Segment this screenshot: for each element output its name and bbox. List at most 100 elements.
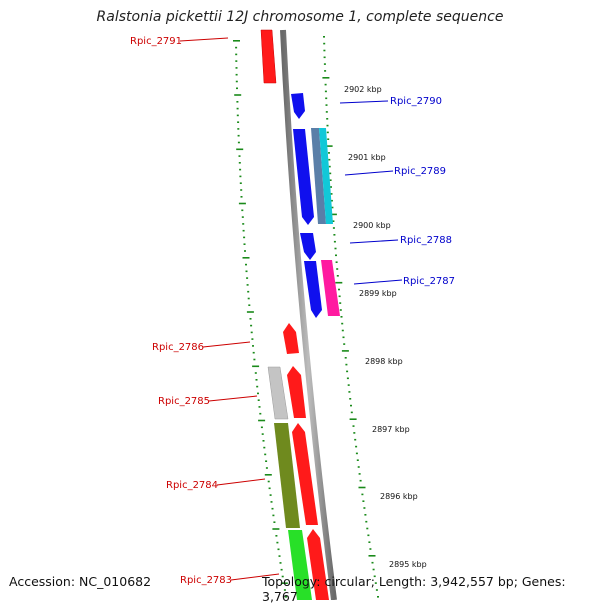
- grey-feature[interactable]: [267, 366, 289, 420]
- tick-mark: [252, 365, 260, 368]
- tick-mark: [235, 46, 238, 49]
- tick-mark: [326, 124, 329, 127]
- tick-mark: [346, 370, 349, 373]
- tick-mark: [240, 189, 243, 191]
- accession-text: Accession: NC_010682: [9, 574, 152, 589]
- cyan-feature[interactable]: [319, 128, 333, 224]
- tick-mark: [236, 148, 244, 151]
- gene-rpic-2785[interactable]: [287, 366, 306, 418]
- tick-mark: [283, 589, 286, 591]
- tick-mark: [343, 343, 346, 345]
- tick-mark: [247, 290, 250, 293]
- tick-mark: [341, 350, 349, 352]
- gene-rpic-2787[interactable]: [321, 260, 340, 316]
- tick-mark: [249, 318, 252, 320]
- kbp-label: 2896 kbp: [380, 492, 418, 501]
- tick-mark: [327, 138, 330, 140]
- tick-mark: [339, 302, 342, 304]
- steelblue-feature[interactable]: [311, 128, 326, 224]
- tick-mark: [238, 202, 246, 205]
- tick-mark: [377, 596, 379, 598]
- tick-mark: [348, 391, 351, 393]
- tick-mark: [243, 243, 246, 245]
- tick-mark: [323, 36, 325, 38]
- green-feature[interactable]: [288, 530, 312, 600]
- right-tick-ring: [322, 36, 379, 598]
- tick-mark: [258, 406, 261, 408]
- tick-mark: [335, 281, 343, 284]
- tick-mark: [256, 385, 259, 388]
- tick-mark: [335, 254, 337, 257]
- tick-mark: [334, 247, 337, 250]
- tick-mark: [342, 336, 345, 339]
- tick-mark: [349, 418, 357, 420]
- left-tick-ring: [233, 40, 288, 598]
- tick-mark: [285, 596, 287, 598]
- tick-mark: [257, 392, 259, 395]
- tick-mark: [355, 445, 358, 448]
- tick-mark: [235, 67, 238, 69]
- tick-mark: [259, 412, 262, 415]
- tick-mark: [341, 322, 344, 325]
- tick-mark: [326, 118, 329, 120]
- olive-feature[interactable]: [274, 423, 300, 528]
- tick-mark: [373, 575, 376, 578]
- tick-mark: [269, 494, 272, 496]
- tick-mark: [352, 425, 355, 427]
- label-rpic-2788: Rpic_2788: [400, 235, 452, 246]
- tick-mark: [252, 345, 254, 347]
- tick-mark: [277, 548, 280, 551]
- gene-rpic-2788[interactable]: [300, 233, 316, 260]
- gene-rpic-2783[interactable]: [307, 529, 329, 600]
- tick-mark: [339, 309, 342, 311]
- tick-mark: [245, 270, 248, 273]
- tick-mark: [235, 53, 238, 56]
- map-title: Ralstonia pickettii 12J chromosome 1, co…: [96, 9, 504, 25]
- tick-mark: [353, 432, 356, 434]
- tick-mark: [332, 227, 335, 229]
- tick-mark: [350, 411, 353, 414]
- tick-mark: [323, 42, 326, 45]
- tick-mark: [344, 357, 347, 359]
- label-rpic-2790: Rpic_2790: [390, 96, 442, 107]
- tick-mark: [258, 419, 266, 422]
- tick-mark: [331, 206, 334, 209]
- tick-mark: [245, 263, 247, 266]
- tick-mark: [324, 90, 327, 93]
- tick-mark: [330, 199, 333, 202]
- tick-mark: [238, 155, 241, 157]
- tick-mark: [333, 240, 336, 243]
- tick-mark: [250, 331, 253, 334]
- tick-mark: [241, 209, 244, 212]
- tick-mark: [248, 304, 251, 306]
- tick-mark: [237, 121, 240, 123]
- tick-mark: [349, 398, 352, 400]
- gene-rpic-2786[interactable]: [283, 323, 299, 354]
- tick-mark: [355, 452, 358, 455]
- tick-mark: [346, 377, 349, 380]
- gene-rpic-2790[interactable]: [291, 93, 305, 119]
- tick-mark: [243, 236, 246, 239]
- kbp-label: 2895 kbp: [389, 560, 427, 569]
- tick-mark: [330, 186, 332, 188]
- tick-mark: [264, 453, 267, 456]
- tick-mark: [328, 152, 330, 154]
- gene-rpic-2791[interactable]: [260, 29, 277, 84]
- tick-mark: [341, 329, 344, 332]
- gene-rpic-2789[interactable]: [293, 129, 314, 225]
- tick-mark: [265, 467, 268, 469]
- kbp-label: 2899 kbp: [359, 289, 397, 298]
- tick-mark: [371, 561, 374, 564]
- gene-rpic-2788b[interactable]: [304, 261, 322, 318]
- tick-mark: [272, 528, 280, 530]
- tick-mark: [237, 128, 240, 130]
- tick-mark: [336, 268, 339, 270]
- tick-mark: [338, 288, 340, 291]
- tick-mark: [272, 514, 275, 517]
- tick-mark: [329, 179, 332, 181]
- tick-mark: [242, 229, 245, 232]
- gene-rpic-2784[interactable]: [292, 423, 318, 525]
- label-rpic-2783: Rpic_2783: [180, 575, 232, 586]
- label-rpic-2787: Rpic_2787: [403, 276, 455, 287]
